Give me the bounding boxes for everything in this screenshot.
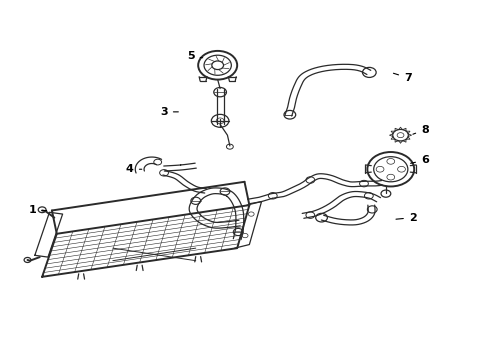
Text: 2: 2 (395, 213, 416, 222)
Text: 8: 8 (412, 125, 428, 135)
Text: 3: 3 (160, 107, 178, 117)
Text: 1: 1 (28, 206, 46, 216)
Text: 5: 5 (187, 51, 203, 61)
Text: 7: 7 (393, 73, 411, 83)
Text: 4: 4 (126, 164, 142, 174)
Text: 6: 6 (410, 155, 428, 165)
